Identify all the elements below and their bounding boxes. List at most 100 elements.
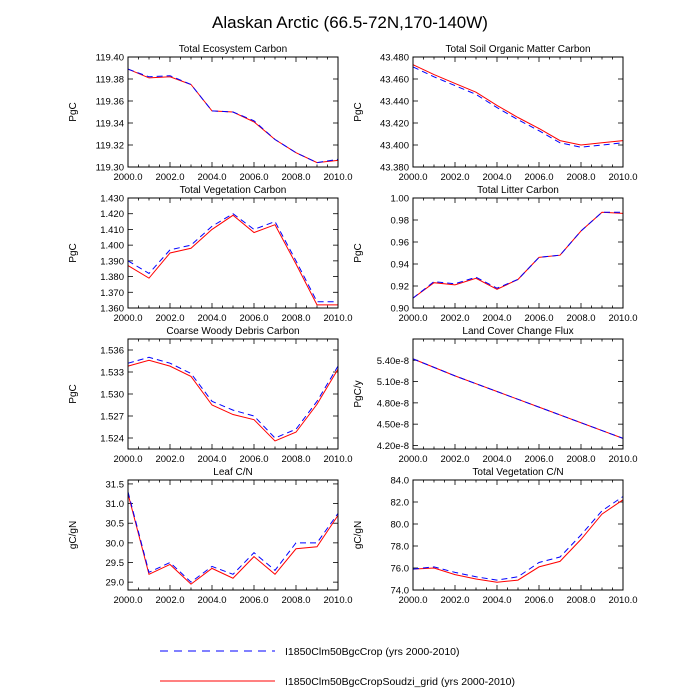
y-tick-label: 31.5: [106, 479, 125, 490]
y-tick-label: 76.0: [391, 564, 410, 575]
y-axis-label: gC/gN: [68, 521, 79, 549]
x-tick-label: 2008.0: [566, 313, 595, 324]
x-tick-label: 2004.0: [482, 313, 511, 324]
panel-8: Total Vegetation C/N 74.0 76.0 78.0 80.0 82.0…: [353, 467, 638, 606]
y-tick-label: 1.390: [100, 256, 124, 267]
y-tick-label: 30.0: [106, 538, 125, 549]
y-tick-label: 1.527: [100, 412, 124, 423]
y-tick-label: 78.0: [391, 542, 410, 553]
y-tick-label: 119.30: [96, 163, 124, 174]
x-tick-label: 2008.0: [281, 454, 310, 465]
x-tick-label: 2006.0: [524, 172, 553, 183]
y-tick-label: 82.0: [391, 498, 410, 509]
y-tick-label: 5.10e-8: [377, 377, 409, 388]
x-tick-label: 2010.0: [608, 595, 637, 606]
series-line-blue-dashed: [412, 66, 624, 148]
y-axis-label: PgC/y: [353, 380, 364, 407]
x-tick-label: 2006.0: [239, 595, 268, 606]
plot-frame: [412, 56, 624, 168]
series-line-blue-dashed: [127, 68, 339, 164]
y-tick-label: 119.40: [96, 53, 124, 64]
panel-3: Total Vegetation Carbon 1.360 1.370 1.380 1.…: [68, 185, 353, 324]
panel-5: Coarse Woody Debris Carbon 1.524 1.527 1.53…: [68, 326, 353, 465]
x-tick-label: 2008.0: [281, 595, 310, 606]
x-tick-label: 2000.0: [398, 172, 427, 183]
x-tick-label: 2006.0: [524, 313, 553, 324]
x-tick-label: 2004.0: [197, 595, 226, 606]
series-line-blue-dashed: [412, 496, 624, 581]
figure-title: Alaskan Arctic (66.5-72N,170-140W): [212, 13, 488, 32]
x-tick-label: 2000.0: [398, 454, 427, 465]
x-tick-label: 2008.0: [281, 313, 310, 324]
x-tick-label: 2002.0: [155, 172, 184, 183]
series-line-red-solid: [127, 68, 339, 164]
y-tick-label: 5.40e-8: [377, 356, 409, 367]
x-tick-label: 2006.0: [239, 313, 268, 324]
x-tick-label: 2010.0: [323, 313, 352, 324]
y-tick-label: 0.92: [391, 282, 410, 293]
y-axis-label: PgC: [68, 102, 79, 121]
x-tick-label: 2004.0: [197, 454, 226, 465]
plot-frame: [412, 197, 624, 309]
y-tick-label: 1.00: [391, 194, 410, 205]
x-tick-label: 2000.0: [113, 595, 142, 606]
series-line-blue-dashed: [412, 211, 623, 299]
y-tick-label: 74.0: [391, 586, 410, 597]
x-tick-label: 2006.0: [239, 454, 268, 465]
y-tick-label: 119.34: [96, 119, 124, 130]
x-tick-label: 2010.0: [323, 172, 352, 183]
y-axis-label: PgC: [353, 243, 364, 262]
y-tick-label: 29.5: [106, 558, 125, 569]
y-tick-label: 80.0: [391, 520, 410, 531]
panel-1: Total Ecosystem Carbon 119.30 119.32 119.34…: [68, 44, 353, 183]
x-tick-label: 2010.0: [608, 172, 637, 183]
panel-7: Leaf C/N 29.0 29.5 30.0 30.5 31.0 31.5 2000.0 20…: [68, 467, 353, 606]
y-tick-label: 4.80e-8: [377, 398, 409, 409]
panel-2: Total Soil Organic Matter Carbon 43.380 43…: [353, 44, 638, 183]
x-tick-label: 2000.0: [398, 313, 427, 324]
series-line-red-solid: [127, 493, 339, 585]
x-tick-label: 2002.0: [155, 454, 184, 465]
x-tick-label: 2004.0: [482, 172, 511, 183]
panel-title: Leaf C/N: [213, 467, 252, 478]
series-line-blue-dashed: [412, 358, 624, 439]
series-line-blue-dashed: [127, 356, 339, 439]
y-tick-label: 43.460: [380, 75, 409, 86]
series-line-blue-dashed: [127, 491, 339, 583]
panel-title: Coarse Woody Debris Carbon: [166, 326, 299, 337]
x-tick-label: 2002.0: [440, 454, 469, 465]
series-line-red-solid: [127, 214, 338, 306]
panel-4: Total Litter Carbon 0.90 0.92 0.94 0.96 0.98 1…: [353, 185, 638, 324]
x-tick-label: 2008.0: [281, 172, 310, 183]
y-tick-label: 0.90: [391, 304, 410, 315]
y-tick-label: 43.400: [380, 141, 409, 152]
y-tick-label: 1.370: [100, 288, 124, 299]
panel-title: Land Cover Change Flux: [462, 326, 573, 337]
x-tick-label: 2010.0: [608, 454, 637, 465]
panel-title: Total Soil Organic Matter Carbon: [445, 44, 590, 55]
x-tick-label: 2008.0: [566, 595, 595, 606]
legend-label-1: I1850Clm50BgcCrop (yrs 2000-2010): [285, 646, 460, 658]
legend: I1850Clm50BgcCrop (yrs 2000-2010) I1850C…: [160, 646, 515, 688]
x-tick-label: 2006.0: [239, 172, 268, 183]
y-tick-label: 4.20e-8: [377, 441, 409, 452]
y-tick-label: 1.410: [100, 225, 124, 236]
plot-frame: [412, 479, 624, 591]
y-axis-label: gC/gN: [353, 521, 364, 549]
x-tick-label: 2002.0: [440, 313, 469, 324]
x-tick-label: 2000.0: [113, 454, 142, 465]
y-tick-label: 43.420: [380, 119, 409, 130]
y-tick-label: 31.0: [106, 499, 125, 510]
y-tick-label: 1.360: [100, 304, 124, 315]
x-tick-label: 2000.0: [113, 313, 142, 324]
y-tick-label: 1.533: [100, 368, 124, 379]
y-tick-label: 1.524: [100, 434, 124, 445]
panel-title: Total Vegetation C/N: [472, 467, 563, 478]
y-tick-label: 30.5: [106, 519, 125, 530]
plot-frame: [127, 479, 339, 591]
x-tick-label: 2002.0: [155, 313, 184, 324]
x-tick-label: 2002.0: [440, 595, 469, 606]
y-tick-label: 1.400: [100, 241, 124, 252]
plot-frame: [127, 56, 339, 168]
